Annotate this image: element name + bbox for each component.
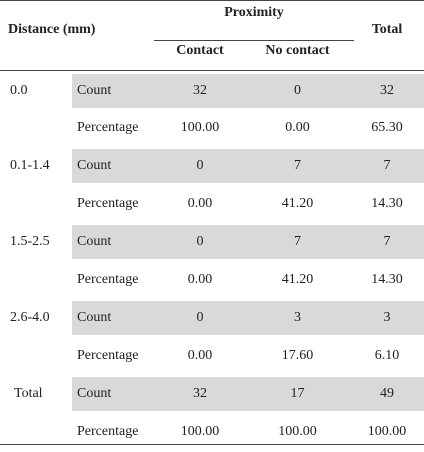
- table-row: Total Count 32 17 49: [0, 377, 424, 414]
- contact-cell: 0.00: [187, 348, 213, 363]
- row-shading: [72, 225, 424, 259]
- table-row: Percentage 100.00 0.00 65.30: [0, 111, 424, 148]
- no-contact-cell: 0: [294, 83, 301, 98]
- no-contact-cell: 17: [290, 386, 305, 401]
- total-cell: 32: [380, 83, 394, 98]
- row-shading: [72, 377, 424, 411]
- total-cell: 7: [383, 158, 391, 173]
- statistic-cell: Percentage: [77, 120, 139, 135]
- contact-cell: 32: [193, 386, 207, 401]
- header-bottom-rule: [0, 70, 424, 71]
- statistic-cell: Count: [77, 386, 112, 401]
- contact-cell: 0: [196, 158, 204, 173]
- distance-cell: 2.6-4.0: [10, 310, 50, 325]
- distance-cell: 1.5-2.5: [10, 234, 50, 249]
- contact-cell: 0: [196, 310, 204, 325]
- contact-cell: 100.00: [180, 424, 220, 439]
- total-cell: 14.30: [371, 272, 403, 287]
- no-contact-cell: 3: [294, 310, 301, 325]
- header-total: Total: [371, 22, 403, 37]
- statistic-cell: Count: [77, 158, 112, 173]
- table-row: 0.1-1.4 Count 0 7 7: [0, 149, 424, 186]
- no-contact-cell: 100.00: [278, 424, 317, 439]
- contact-cell: 100.00: [180, 120, 220, 135]
- no-contact-cell: 17.60: [281, 348, 314, 363]
- table-row: Percentage 100.00 100.00 100.00: [0, 415, 424, 452]
- distance-cell: 0.1-1.4: [10, 158, 50, 173]
- statistic-cell: Percentage: [77, 272, 139, 287]
- table-row: Percentage 0.00 41.20 14.30: [0, 187, 424, 224]
- table-row: 1.5-2.5 Count 0 7 7: [0, 225, 424, 262]
- header-no-contact: No contact: [265, 43, 330, 58]
- table-row: 0.0 Count 32 0 32: [0, 74, 424, 111]
- total-cell: 7: [383, 234, 391, 249]
- contact-cell: 0: [196, 234, 204, 249]
- header-proximity: Proximity: [224, 5, 284, 20]
- statistic-cell: Percentage: [77, 424, 139, 439]
- total-cell: 14.30: [371, 196, 403, 211]
- total-cell: 6.10: [374, 348, 400, 363]
- proximity-rule: [154, 40, 354, 41]
- distance-cell: 0.0: [10, 83, 28, 98]
- statistic-cell: Count: [77, 310, 112, 325]
- total-cell: 65.30: [371, 120, 403, 135]
- header-contact: Contact: [176, 43, 224, 58]
- row-shading: [72, 74, 424, 108]
- table-top-rule: [0, 0, 424, 1]
- distance-cell: Total: [14, 386, 43, 401]
- contact-cell: 0.00: [187, 196, 213, 211]
- total-cell: 49: [380, 386, 394, 401]
- statistic-cell: Count: [77, 83, 112, 98]
- header-distance: Distance (mm): [8, 22, 96, 37]
- row-shading: [72, 149, 424, 183]
- table-row: 2.6-4.0 Count 0 3 3: [0, 301, 424, 338]
- table-row: Percentage 0.00 17.60 6.10: [0, 339, 424, 376]
- no-contact-cell: 41.20: [281, 272, 314, 287]
- statistic-cell: Count: [77, 234, 112, 249]
- row-shading: [72, 301, 424, 335]
- total-cell: 3: [383, 310, 391, 325]
- statistic-cell: Percentage: [77, 348, 139, 363]
- contact-cell: 0.00: [187, 272, 213, 287]
- total-cell: 100.00: [367, 424, 407, 439]
- no-contact-cell: 7: [294, 234, 301, 249]
- no-contact-cell: 7: [294, 158, 301, 173]
- no-contact-cell: 41.20: [281, 196, 314, 211]
- no-contact-cell: 0.00: [285, 120, 310, 135]
- statistic-cell: Percentage: [77, 196, 139, 211]
- contact-cell: 32: [193, 83, 207, 98]
- table-row: Percentage 0.00 41.20 14.30: [0, 263, 424, 300]
